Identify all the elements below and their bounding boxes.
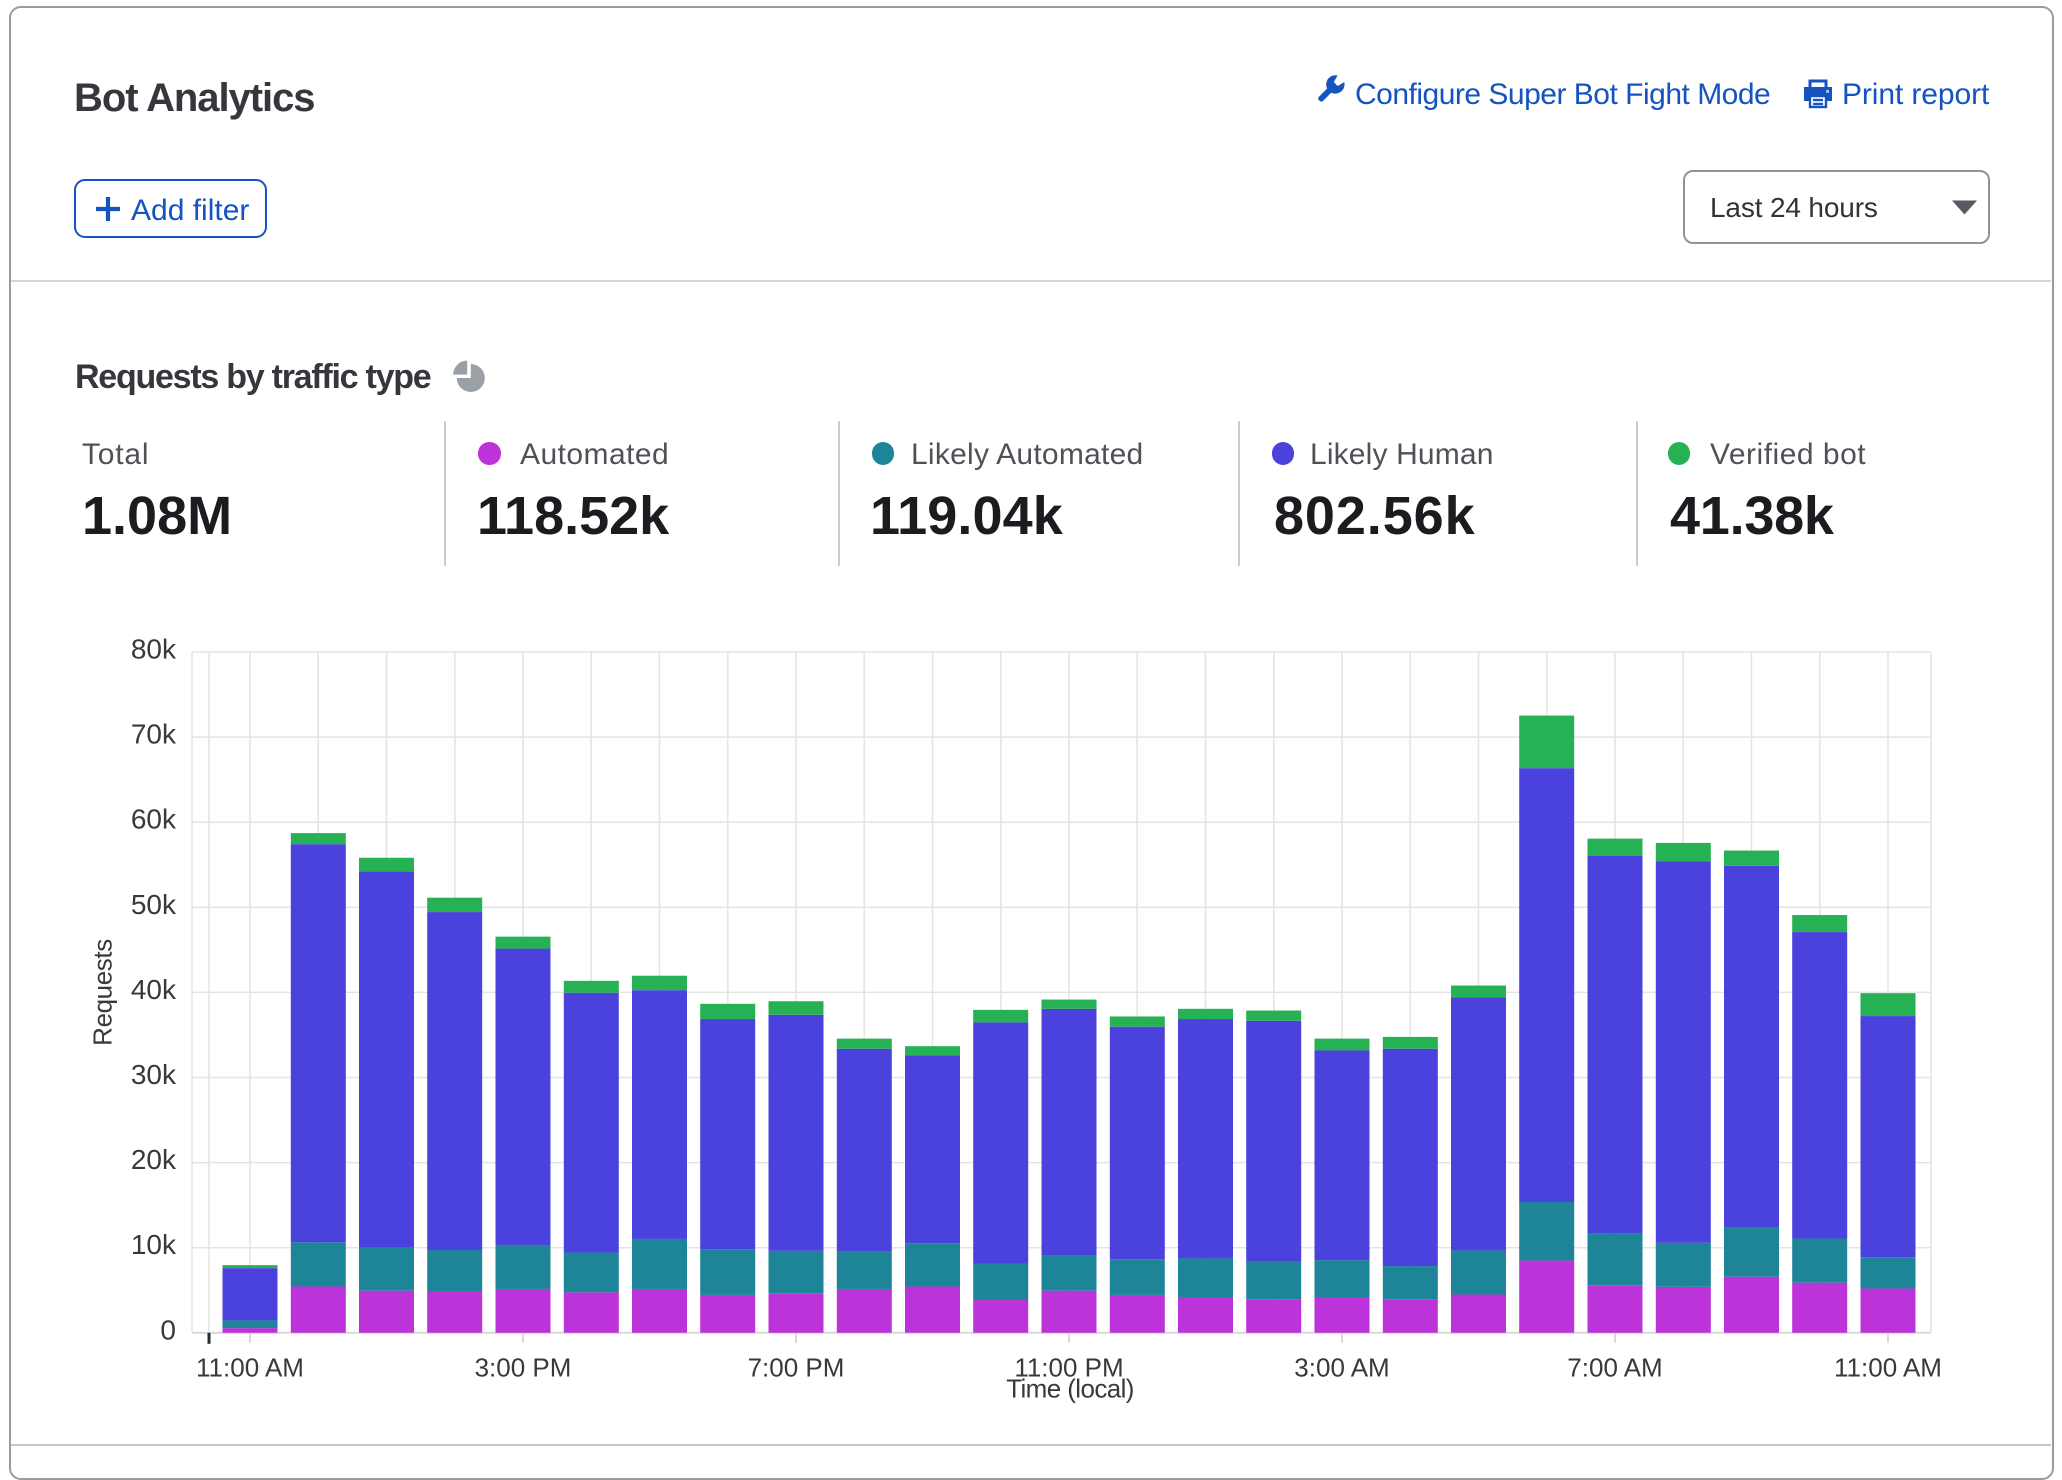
svg-text:Time (local): Time (local) [1006, 1374, 1134, 1404]
svg-text:11:00 AM: 11:00 AM [1834, 1353, 1942, 1383]
svg-text:11:00 PM: 11:00 PM [1014, 1353, 1123, 1383]
svg-text:7:00 AM: 7:00 AM [1567, 1353, 1662, 1383]
svg-text:11:00 AM: 11:00 AM [196, 1353, 304, 1383]
svg-text:Requests: Requests [88, 939, 118, 1046]
svg-text:50k: 50k [131, 889, 177, 920]
svg-text:0: 0 [160, 1314, 176, 1345]
svg-text:20k: 20k [131, 1144, 177, 1175]
svg-text:3:00 PM: 3:00 PM [475, 1353, 572, 1383]
svg-text:3:00 AM: 3:00 AM [1294, 1353, 1389, 1383]
svg-text:80k: 80k [131, 634, 177, 665]
svg-text:7:00 PM: 7:00 PM [748, 1353, 845, 1383]
svg-text:60k: 60k [131, 804, 177, 835]
svg-text:40k: 40k [131, 974, 177, 1005]
svg-text:10k: 10k [131, 1229, 177, 1260]
svg-text:30k: 30k [131, 1059, 177, 1090]
svg-text:70k: 70k [131, 719, 177, 750]
